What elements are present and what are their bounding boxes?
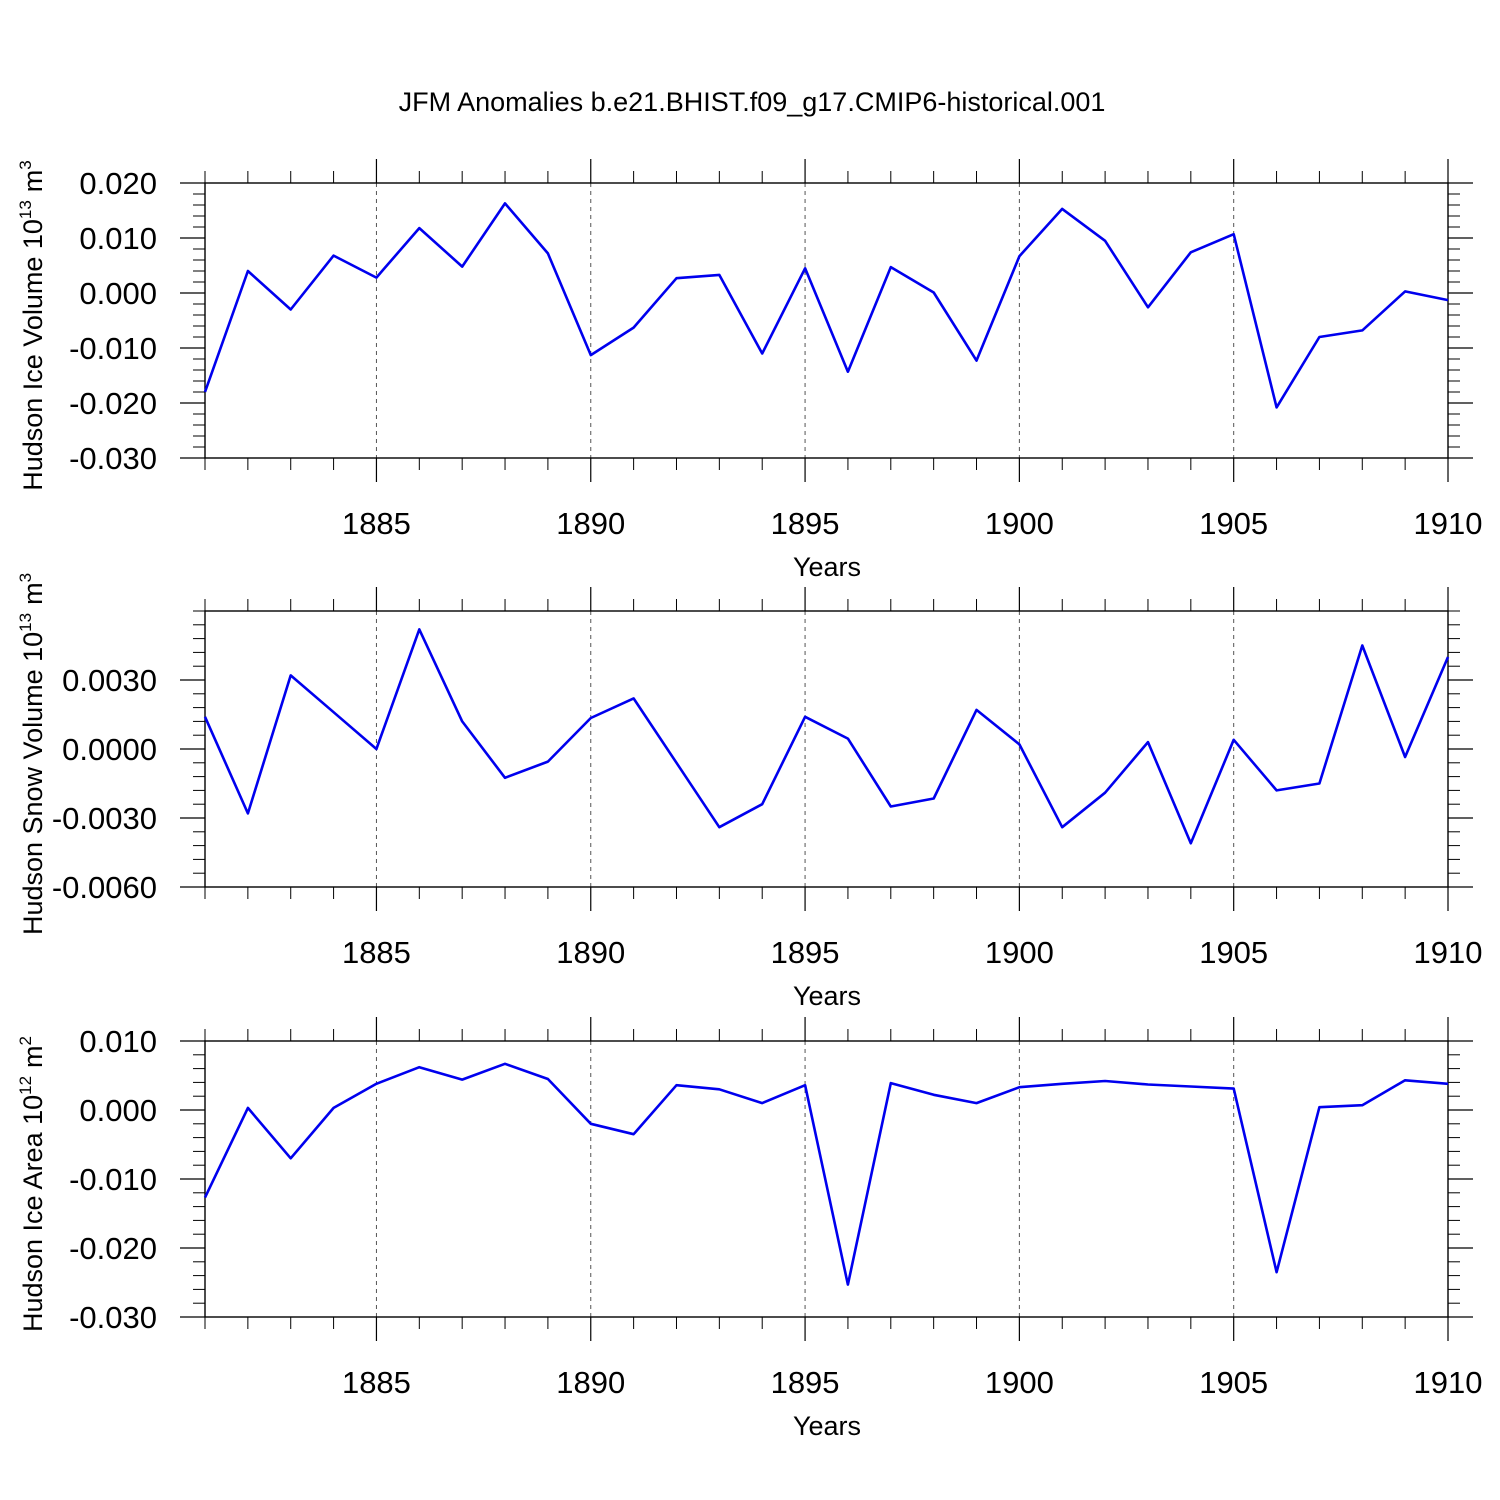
y-axis-label: Hudson Ice Area 1012 m2	[16, 1036, 48, 1332]
x-tick-label: 1910	[1414, 935, 1483, 970]
y-tick-label: 0.0000	[62, 732, 157, 767]
x-tick-label: 1900	[985, 935, 1054, 970]
y-axis-label-text: Hudson Ice Volume 10	[18, 219, 48, 491]
y-tick-label: -0.0060	[52, 870, 157, 905]
y-axis-label-text: Hudson Snow Volume 10	[18, 632, 48, 935]
x-tick-label: 1890	[556, 506, 625, 541]
y-tick-label: -0.010	[69, 331, 157, 366]
x-tick-label: 1885	[342, 506, 411, 541]
y-tick-label: -0.030	[69, 1300, 157, 1335]
y-tick-label: 0.000	[79, 276, 157, 311]
y-tick-label: 0.010	[79, 1024, 157, 1059]
y-axis-label-unit: m	[18, 170, 48, 193]
figure-title: JFM Anomalies b.e21.BHIST.f09_g17.CMIP6-…	[399, 87, 1106, 117]
x-axis-label: Years	[793, 981, 861, 1011]
data-line-hudson-ice-area	[203, 1062, 1449, 1286]
y-axis-label-unit: m	[18, 1045, 48, 1068]
x-tick-label: 1910	[1414, 506, 1483, 541]
y-axis-label-text: Hudson Ice Area 10	[18, 1095, 48, 1332]
y-tick-label: 0.0030	[62, 663, 157, 698]
y-axis-label-unit: m	[18, 582, 48, 605]
y-tick-label: -0.0030	[52, 801, 157, 836]
x-tick-label: 1895	[771, 1365, 840, 1400]
x-tick-label: 1905	[1199, 935, 1268, 970]
data-line-hudson-ice-volume	[203, 202, 1449, 409]
x-tick-label: 1900	[985, 506, 1054, 541]
y-axis-label-unit-exponent: 3	[16, 160, 35, 169]
x-tick-label: 1895	[771, 935, 840, 970]
y-axis-label-unit-exponent: 3	[16, 573, 35, 582]
y-tick-label: -0.030	[69, 441, 157, 476]
x-tick-label: 1905	[1199, 1365, 1268, 1400]
y-axis-label-exponent: 13	[16, 200, 35, 219]
y-tick-label: -0.010	[69, 1162, 157, 1197]
y-tick-label: 0.010	[79, 221, 157, 256]
data-line-hudson-snow-volume	[203, 628, 1450, 845]
x-tick-label: 1890	[556, 935, 625, 970]
y-axis-label-unit-exponent: 2	[16, 1036, 35, 1045]
x-tick-label: 1905	[1199, 506, 1268, 541]
x-axis-label: Years	[793, 552, 861, 582]
x-tick-label: 1885	[342, 1365, 411, 1400]
x-tick-label: 1910	[1414, 1365, 1483, 1400]
y-axis-label-exponent: 12	[16, 1076, 35, 1095]
y-axis-label: Hudson Ice Volume 1013 m3	[16, 160, 48, 491]
panel-1: 1885 1890 1895 1900 1905 1910 0.020 0.010 0.000 -…	[16, 159, 1482, 582]
x-tick-label: 1890	[556, 1365, 625, 1400]
panels: 1885 1890 1895 1900 1905 1910 0.020 0.010 0.000 -…	[16, 159, 1482, 1441]
x-tick-label: 1900	[985, 1365, 1054, 1400]
y-axis-label: Hudson Snow Volume 1013 m3	[16, 573, 48, 935]
panel-2: 1885 1890 1895 1900 1905 1910 0.0030 0.0000 -0.0…	[16, 573, 1482, 1011]
y-tick-label: 0.000	[79, 1093, 157, 1128]
x-axis-label: Years	[793, 1411, 861, 1441]
x-tick-label: 1895	[771, 506, 840, 541]
y-tick-label: -0.020	[69, 386, 157, 421]
x-tick-label: 1885	[342, 935, 411, 970]
y-tick-label: 0.020	[79, 166, 157, 201]
y-tick-label: -0.020	[69, 1231, 157, 1266]
plot-frame	[204, 182, 1449, 459]
y-axis-label-exponent: 13	[16, 613, 35, 632]
panel-3: 1885 1890 1895 1900 1905 1910 0.010 0.000 -0.010…	[16, 1017, 1482, 1441]
